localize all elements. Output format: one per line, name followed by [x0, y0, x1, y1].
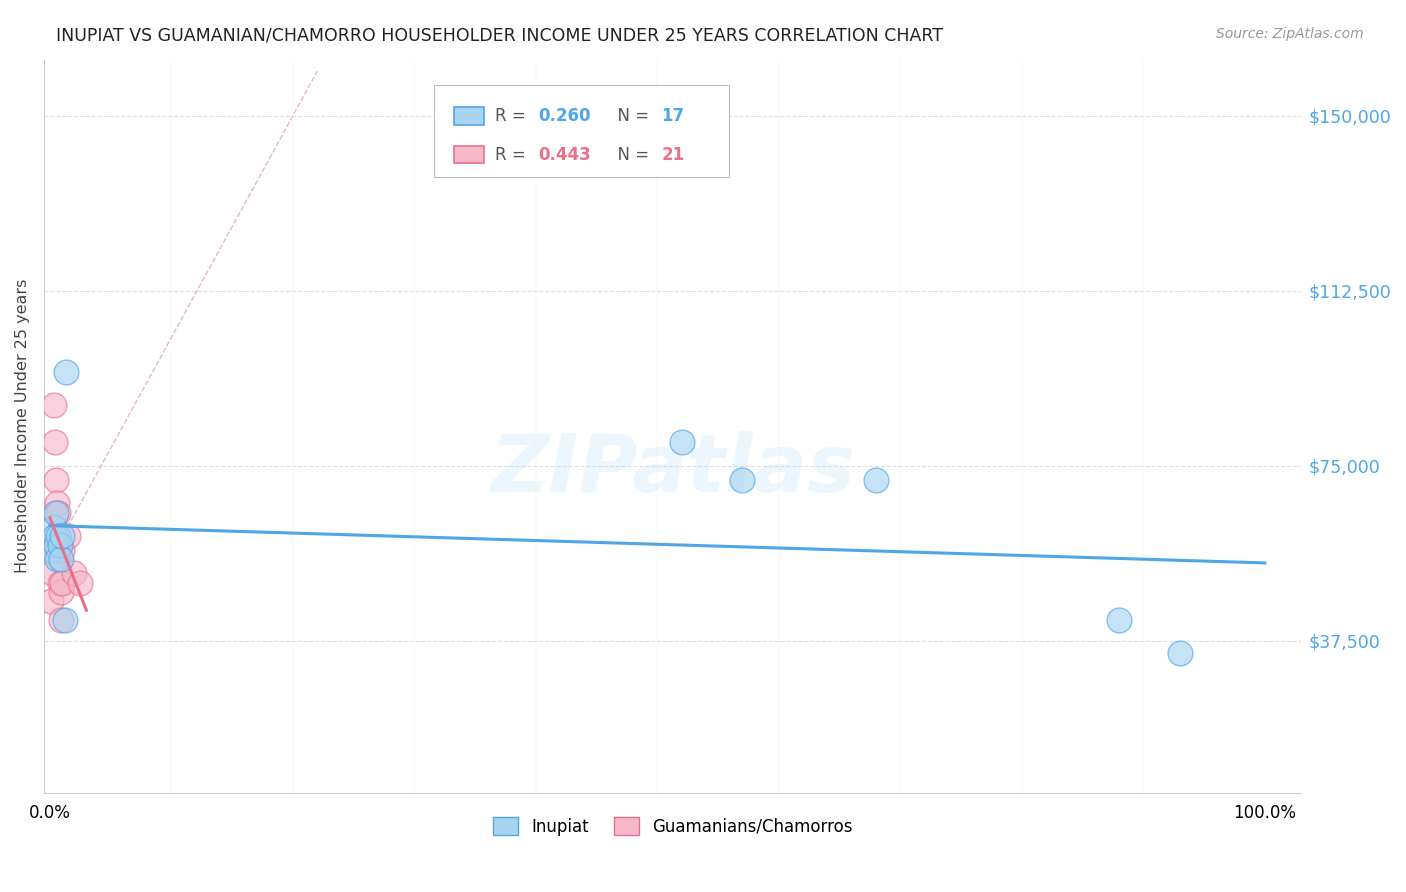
- Point: [55, 366, 77, 380]
- Point: [51, 529, 73, 543]
- Point: [53, 613, 76, 627]
- Text: 21: 21: [661, 145, 685, 163]
- FancyBboxPatch shape: [454, 107, 484, 125]
- Point: [48, 542, 70, 557]
- Point: [44, 529, 66, 543]
- Y-axis label: Householder Income Under 25 years: Householder Income Under 25 years: [15, 279, 30, 574]
- Point: [63, 566, 86, 581]
- FancyBboxPatch shape: [454, 146, 484, 163]
- Point: [49, 585, 72, 599]
- Point: [45, 473, 67, 487]
- Point: [865, 473, 887, 487]
- Text: 17: 17: [661, 107, 685, 125]
- Point: [49, 613, 72, 627]
- Text: N =: N =: [607, 107, 655, 125]
- Point: [42, 538, 65, 552]
- Text: INUPIAT VS GUAMANIAN/CHAMORRO HOUSEHOLDER INCOME UNDER 25 YEARS CORRELATION CHAR: INUPIAT VS GUAMANIAN/CHAMORRO HOUSEHOLDE…: [56, 27, 943, 45]
- Text: R =: R =: [495, 145, 531, 163]
- Point: [39, 594, 62, 608]
- Point: [45, 538, 67, 552]
- Point: [48, 506, 70, 520]
- Point: [48, 529, 70, 543]
- Text: R =: R =: [495, 107, 531, 125]
- Point: [45, 506, 67, 520]
- Point: [48, 575, 70, 590]
- Text: Source: ZipAtlas.com: Source: ZipAtlas.com: [1216, 27, 1364, 41]
- Point: [671, 435, 693, 450]
- Point: [41, 542, 63, 557]
- Text: ZIPatlas: ZIPatlas: [491, 431, 855, 509]
- Point: [46, 542, 69, 557]
- Point: [44, 506, 66, 520]
- Text: 0.260: 0.260: [538, 107, 591, 125]
- Point: [1168, 646, 1191, 660]
- Point: [731, 473, 754, 487]
- Text: N =: N =: [607, 145, 655, 163]
- FancyBboxPatch shape: [433, 86, 730, 177]
- Point: [42, 398, 65, 412]
- Point: [41, 566, 63, 581]
- Point: [45, 529, 67, 543]
- Point: [49, 552, 72, 566]
- Point: [44, 435, 66, 450]
- Point: [46, 552, 69, 566]
- Point: [51, 542, 73, 557]
- Point: [48, 552, 70, 566]
- Point: [48, 538, 70, 552]
- Point: [46, 496, 69, 510]
- Point: [1108, 613, 1130, 627]
- Legend: Inupiat, Guamanians/Chamorros: Inupiat, Guamanians/Chamorros: [492, 817, 852, 836]
- Point: [51, 575, 73, 590]
- Text: 0.443: 0.443: [538, 145, 591, 163]
- Point: [42, 519, 65, 533]
- Point: [69, 575, 91, 590]
- Point: [56, 529, 79, 543]
